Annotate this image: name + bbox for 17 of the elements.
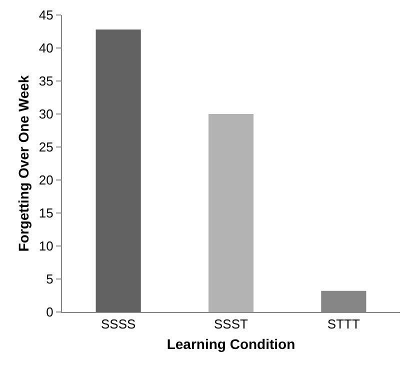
y-tick-label: 20 bbox=[38, 172, 54, 188]
x-tick-label: SSSS bbox=[100, 316, 136, 332]
y-tick-label: 30 bbox=[38, 106, 54, 122]
bar bbox=[96, 30, 141, 312]
y-tick-label: 10 bbox=[38, 238, 54, 254]
x-tick-label: STTT bbox=[327, 316, 360, 332]
y-tick-label: 25 bbox=[38, 140, 54, 155]
y-tick-label: 35 bbox=[38, 74, 54, 89]
x-axis-title: Learning Condition bbox=[166, 336, 296, 352]
y-tick-label: 0 bbox=[46, 304, 54, 320]
x-tick-label: SSST bbox=[214, 316, 248, 332]
y-axis-title: Forgetting Over One Week bbox=[16, 75, 32, 252]
y-tick-label: 45 bbox=[38, 8, 54, 23]
y-tick-label: 15 bbox=[38, 206, 54, 221]
y-tick-label: 40 bbox=[38, 40, 54, 56]
bar bbox=[208, 114, 254, 312]
y-tick-label: 5 bbox=[46, 272, 54, 287]
